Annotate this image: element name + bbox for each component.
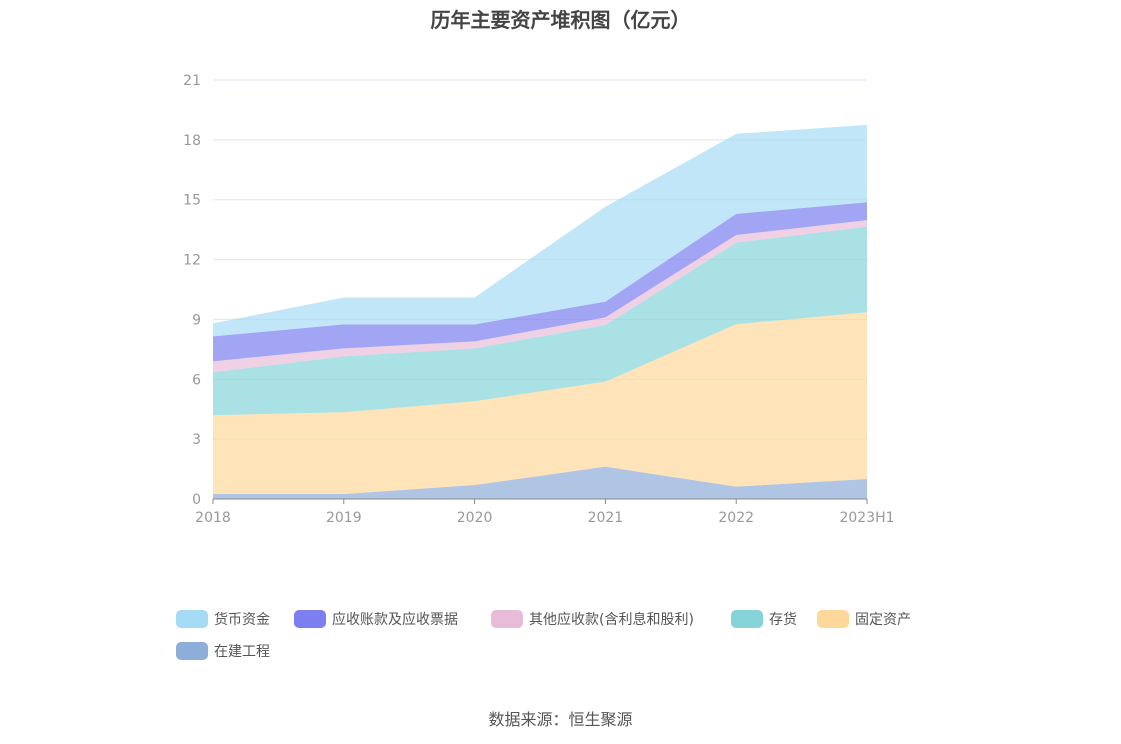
area-series-4 xyxy=(213,202,867,362)
legend-item[interactable]: 货币资金 xyxy=(176,609,270,629)
x-tick-label: 2020 xyxy=(457,510,493,526)
legend-item[interactable]: 在建工程 xyxy=(176,641,270,661)
legend-label: 存货 xyxy=(769,612,797,628)
y-tick-label: 21 xyxy=(183,73,201,89)
chart-title: 历年主要资产堆积图（亿元） xyxy=(430,8,691,32)
legend-swatch xyxy=(176,610,208,628)
legend-swatch xyxy=(731,610,763,628)
y-tick-label: 3 xyxy=(192,432,201,448)
x-tick-label: 2023H1 xyxy=(839,510,894,526)
legend-swatch xyxy=(294,610,326,628)
legend-item[interactable]: 其他应收款(含利息和股利) xyxy=(491,609,694,629)
y-tick-label: 6 xyxy=(192,372,201,388)
legend-label: 应收账款及应收票据 xyxy=(332,612,458,628)
legend-swatch xyxy=(817,610,849,628)
y-tick-label: 15 xyxy=(183,193,201,209)
x-tick-label: 2021 xyxy=(588,510,624,526)
area-series-1 xyxy=(213,312,867,495)
legend-label: 其他应收款(含利息和股利) xyxy=(529,612,694,628)
x-tick-label: 2018 xyxy=(195,510,231,526)
legend-swatch xyxy=(491,610,523,628)
data-source: 数据来源：恒生聚源 xyxy=(488,710,633,729)
y-tick-label: 18 xyxy=(183,133,201,149)
legend-item[interactable]: 固定资产 xyxy=(817,609,911,629)
legend-label: 固定资产 xyxy=(855,612,911,628)
area-series-3 xyxy=(213,220,867,373)
legend-label: 在建工程 xyxy=(214,644,270,660)
area-series-2 xyxy=(213,226,867,416)
x-tick-label: 2022 xyxy=(718,510,754,526)
y-tick-label: 0 xyxy=(192,492,201,508)
x-tick-label: 2019 xyxy=(326,510,362,526)
legend-item[interactable]: 应收账款及应收票据 xyxy=(294,609,458,629)
legend-item[interactable]: 存货 xyxy=(731,609,797,629)
area-series-5 xyxy=(213,124,867,337)
legend-swatch xyxy=(176,642,208,660)
y-tick-label: 9 xyxy=(192,312,201,328)
legend-label: 货币资金 xyxy=(214,612,270,628)
area-series-0 xyxy=(213,466,867,499)
y-tick-label: 12 xyxy=(183,253,201,269)
